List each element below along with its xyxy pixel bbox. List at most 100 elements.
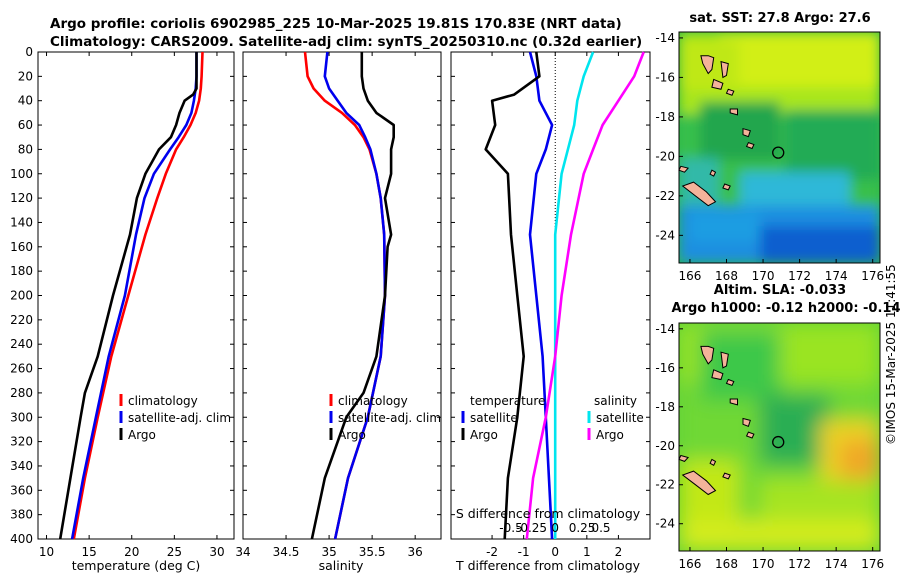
x-tick-label: 34 [235, 545, 250, 559]
legend-satellite-label: satellite-adj. clim [128, 411, 231, 425]
x-tick-label: 35.5 [359, 545, 386, 559]
sst-island [711, 78, 724, 90]
x-tick-label: 20 [124, 545, 139, 559]
title-line2: Climatology: CARS2009. Satellite-adj cli… [50, 34, 642, 50]
sla-y-tick-label: -20 [655, 439, 675, 453]
sla-island [681, 470, 717, 496]
sst-y-tick-label: -24 [655, 228, 675, 242]
sla-island [678, 454, 690, 462]
y-tick-label: 320 [10, 435, 33, 449]
s-tick-label: -0.25 [516, 521, 547, 535]
sst-y-tick-label: -16 [655, 70, 675, 84]
s-tick-label: 0 [551, 521, 559, 535]
s-tick-label: -0.5 [499, 521, 522, 535]
temperature-panel: 0 20 40 60 80 100 120 140 160 180 200 220 240 260 280 3… [10, 45, 235, 573]
sst-x-tick-label: 166 [679, 269, 702, 283]
sla-island [700, 345, 715, 365]
sst-x-tick-label: 170 [752, 269, 775, 283]
x-tick-label: 0 [551, 545, 559, 559]
sst-island [720, 60, 729, 79]
legend-climatology-label: climatology [338, 394, 408, 408]
salinity-panel: 34 34.5 35 35.5 36 salinity climatology sate… [235, 51, 442, 573]
legend-t-satellite-label: satellite [470, 411, 518, 425]
sla-map-frame [678, 322, 881, 552]
s-tick-label: 0.25 [569, 521, 596, 535]
sla-y-tick-label: -24 [655, 517, 675, 531]
sla-x-tick-label: 172 [788, 557, 811, 571]
t-difference-xlabel: T difference from climatology [455, 558, 641, 573]
legend-salinity-title: salinity [594, 394, 637, 408]
sst-island [742, 128, 751, 138]
y-tick-label: 40 [18, 94, 33, 108]
sst-island [709, 169, 717, 177]
series-satellite-adj-clim [323, 51, 387, 540]
sla-profile-marker [772, 435, 785, 449]
sst-map: 166 168 170 172 174 176 -14 -16 -18 -20 -22 -24 [655, 31, 884, 283]
legend-s-satellite-label: satellite [596, 411, 644, 425]
sla-x-tick-label: 168 [715, 557, 738, 571]
y-tick-label: 80 [18, 142, 33, 156]
series-satellite-adj-clim [70, 52, 198, 540]
sla-map: 166 168 170 172 174 176 -14 -16 -18 -20 -22 -24 [655, 322, 884, 571]
y-tick-label: 140 [10, 215, 33, 229]
sla-island [720, 351, 729, 369]
x-tick-label: 36 [408, 545, 423, 559]
x-tick-label: 15 [81, 545, 96, 559]
y-tick-label: 180 [10, 264, 33, 278]
y-tick-label: 240 [10, 337, 33, 351]
title-line1: Argo profile: coriolis 6902985_225 10-Ma… [50, 16, 622, 32]
sla-island [729, 398, 738, 406]
x-tick-label: 25 [167, 545, 182, 559]
x-tick-label: 1 [583, 545, 591, 559]
y-tick-label: 360 [10, 483, 33, 497]
sla-island [745, 431, 755, 439]
sst-map-frame [678, 31, 881, 264]
y-tick-label: 0 [25, 45, 33, 59]
sla-island [725, 378, 735, 387]
sst-title: sat. SST: 27.8 Argo: 27.6 [689, 11, 870, 26]
credit-text: ©IMOS 15-Mar-2025 11:41:55 [884, 264, 898, 445]
series-climatology [72, 51, 204, 540]
difference-legend: temperature satellite Argo salinity sate… [461, 394, 644, 442]
sla-x-tick-label: 176 [861, 557, 884, 571]
difference-axes [450, 51, 651, 540]
sst-y-tick-label: -22 [655, 189, 675, 203]
sla-title1: Altim. SLA: -0.033 [714, 283, 846, 298]
sst-y-tick-label: -20 [655, 149, 675, 163]
sla-x-tick-label: 174 [825, 557, 848, 571]
sla-island [742, 417, 751, 427]
series-t-argo [484, 51, 541, 540]
salinity-axes [242, 51, 442, 540]
x-tick-label: -2 [486, 545, 498, 559]
sst-y-tick-label: -14 [655, 31, 675, 45]
x-tick-label: 34.5 [273, 545, 300, 559]
sst-island [681, 181, 717, 207]
sla-x-tick-label: 170 [752, 557, 775, 571]
y-tick-label: 260 [10, 362, 33, 376]
series-argo [58, 52, 198, 540]
y-tick-label: 340 [10, 459, 33, 473]
sla-island [709, 458, 717, 466]
sla-y-tick-label: -22 [655, 478, 675, 492]
y-tick-label: 100 [10, 167, 33, 181]
x-tick-label: 2 [615, 545, 623, 559]
y-tick-label: 280 [10, 386, 33, 400]
s-tick-label: 0.5 [591, 521, 610, 535]
sla-y-tick-label: -14 [655, 322, 675, 336]
salinity-legend: climatology satellite-adj. clim Argo [329, 394, 441, 442]
legend-s-argo-label: Argo [596, 428, 624, 442]
sla-island [722, 472, 731, 480]
temperature-axes [37, 51, 235, 540]
sst-y-tick-label: -18 [655, 110, 675, 124]
y-tick-label: 160 [10, 240, 33, 254]
legend-climatology-label: climatology [128, 394, 198, 408]
sla-y-tick-label: -16 [655, 361, 675, 375]
y-tick-label: 300 [10, 410, 33, 424]
temperature-xlabel: temperature (deg C) [72, 558, 201, 573]
series-argo [310, 52, 396, 540]
legend-temperature-title: temperature [470, 394, 545, 408]
sst-x-tick-label: 168 [715, 269, 738, 283]
difference-panel: -2 -1 0 1 2 T difference from climatology S … [450, 51, 651, 573]
series-s-argo [525, 51, 645, 540]
